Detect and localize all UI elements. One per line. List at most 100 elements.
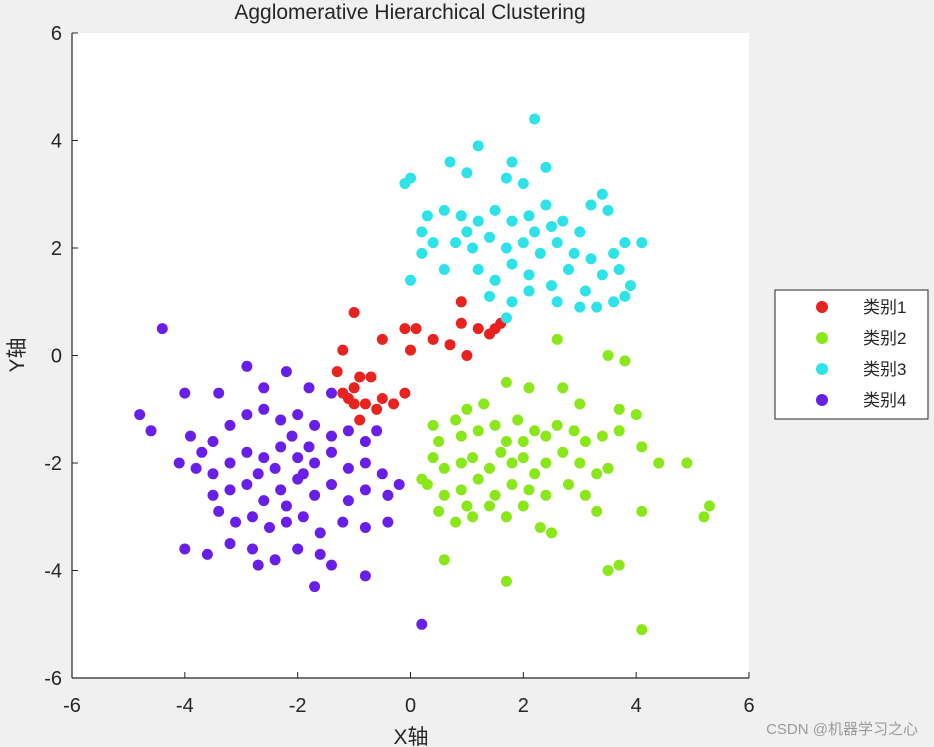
data-point-series-4-48 [393, 479, 405, 490]
data-point-series-1-28 [472, 323, 484, 335]
x-tick-label: 4 [631, 695, 642, 717]
data-point-series-4-31 [292, 452, 304, 464]
data-point-series-4-44 [326, 479, 337, 490]
y-tick-label: 0 [51, 346, 62, 368]
data-point-series-3-14 [438, 204, 450, 216]
data-point-series-3-2 [472, 140, 484, 152]
data-point-series-4-34 [342, 462, 354, 474]
data-point-series-4-18 [292, 409, 304, 421]
data-point-series-2-54 [433, 505, 445, 517]
x-tick-label: 2 [518, 695, 529, 717]
legend-marker-4 [816, 394, 828, 406]
data-point-series-4-37 [207, 489, 219, 501]
data-point-series-2-10 [478, 398, 490, 410]
data-point-series-3-46 [596, 269, 608, 281]
data-point-series-3-24 [427, 237, 439, 249]
y-tick-label: -4 [44, 561, 62, 583]
data-point-series-4-26 [207, 468, 219, 480]
data-point-series-3-55 [608, 296, 620, 308]
data-point-series-4-36 [376, 468, 388, 480]
data-point-series-1-23 [337, 387, 349, 399]
data-point-series-1-21 [399, 387, 411, 399]
data-point-series-4-67 [252, 559, 264, 571]
data-point-series-3-57 [405, 274, 416, 286]
data-point-series-3-44 [563, 264, 574, 275]
data-point-series-1-5 [410, 323, 422, 335]
data-point-series-3-4 [540, 161, 552, 173]
data-point-series-4-74 [280, 500, 292, 512]
data-point-series-2-8 [613, 403, 625, 415]
data-point-series-4-32 [309, 457, 321, 469]
data-point-series-2-4 [500, 376, 512, 388]
data-point-series-2-46 [472, 473, 484, 485]
data-point-series-2-67 [698, 511, 710, 523]
data-point-series-3-15 [455, 210, 467, 222]
data-point-series-4-64 [292, 543, 304, 555]
legend-items: 类别1 类别2 类别3 类别4 [816, 298, 906, 410]
legend-box [774, 289, 929, 420]
data-point-series-2-16 [472, 425, 484, 437]
data-point-series-3-59 [529, 226, 541, 238]
data-point-series-4-28 [241, 446, 253, 458]
x-axis-label: X轴 [393, 726, 428, 747]
data-point-series-2-11 [461, 403, 473, 415]
data-point-series-2-22 [551, 419, 563, 431]
data-point-series-2-73 [461, 500, 473, 512]
data-point-series-4-13 [207, 436, 219, 447]
data-point-series-4-71 [286, 430, 298, 442]
data-point-series-2-3 [619, 355, 631, 367]
data-point-series-3-20 [540, 199, 552, 211]
data-point-series-2-13 [427, 419, 439, 431]
data-point-series-4-69 [359, 570, 371, 582]
data-point-series-2-72 [517, 436, 529, 447]
data-point-series-2-57 [484, 500, 495, 512]
data-point-series-4-52 [264, 522, 275, 533]
data-point-series-4-61 [224, 538, 236, 550]
data-point-series-4-70 [416, 618, 428, 630]
data-point-series-3-32 [568, 247, 580, 259]
data-point-series-2-20 [529, 425, 541, 437]
x-tick-label: 0 [405, 695, 416, 717]
data-point-series-3-52 [551, 296, 563, 308]
data-point-series-2-64 [602, 565, 614, 576]
data-point-series-4-66 [326, 559, 337, 571]
data-point-series-2-21 [540, 430, 552, 442]
data-point-series-2-55 [450, 516, 462, 528]
data-point-series-4-55 [314, 527, 326, 539]
data-point-series-2-27 [636, 441, 648, 453]
data-point-series-3-56 [619, 290, 631, 302]
data-point-series-3-61 [421, 210, 433, 222]
data-point-series-2-62 [438, 554, 450, 566]
data-point-series-4-56 [337, 516, 349, 528]
data-point-series-1-3 [376, 333, 388, 345]
legend-marker-2 [816, 332, 828, 344]
data-point-series-4-23 [371, 425, 383, 437]
data-point-series-4-15 [241, 409, 253, 421]
data-point-series-2-68 [704, 500, 715, 512]
x-tick-label: -2 [289, 695, 307, 717]
data-point-series-4-14 [224, 419, 236, 431]
data-point-series-2-58 [500, 511, 512, 523]
data-point-series-4-17 [275, 414, 287, 426]
data-point-series-2-40 [574, 457, 586, 469]
data-point-series-4-6 [280, 366, 292, 378]
data-point-series-3-7 [500, 172, 512, 184]
data-point-series-4-7 [303, 382, 315, 394]
data-point-series-4-21 [342, 425, 354, 437]
legend: 类别1 类别2 类别3 类别4 [774, 289, 929, 420]
y-axis-label: Y轴 [6, 337, 29, 372]
data-point-series-4-2 [241, 360, 253, 372]
data-point-series-4-38 [224, 484, 236, 496]
data-point-series-2-42 [602, 462, 614, 474]
data-point-series-4-29 [258, 452, 270, 464]
data-point-series-2-18 [500, 436, 512, 447]
data-point-series-4-73 [269, 462, 281, 474]
data-point-series-4-24 [173, 457, 185, 469]
data-point-series-2-15 [455, 430, 467, 442]
data-point-series-3-62 [461, 226, 473, 238]
data-point-series-2-49 [523, 484, 535, 496]
data-point-series-2-31 [455, 457, 467, 469]
data-point-series-3-3 [506, 156, 518, 168]
data-point-series-3-35 [619, 237, 631, 249]
data-point-series-2-41 [591, 468, 603, 480]
